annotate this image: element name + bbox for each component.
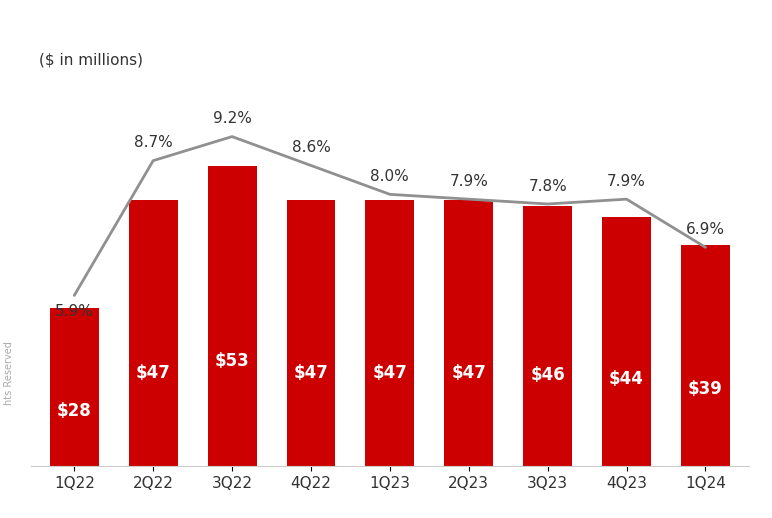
Text: 7.8%: 7.8% — [528, 179, 567, 194]
Bar — [365, 200, 415, 466]
Text: $28: $28 — [57, 401, 92, 420]
Text: $47: $47 — [293, 364, 328, 382]
Bar — [523, 206, 572, 466]
Text: $47: $47 — [452, 364, 486, 382]
Text: $46: $46 — [530, 366, 565, 384]
Text: $53: $53 — [215, 352, 249, 370]
Text: ($ in millions): ($ in millions) — [39, 53, 143, 68]
Bar — [129, 200, 178, 466]
Text: 7.9%: 7.9% — [607, 174, 646, 189]
Text: 8.7%: 8.7% — [134, 136, 173, 150]
Bar — [681, 246, 730, 466]
Text: $47: $47 — [136, 364, 171, 382]
Text: 9.2%: 9.2% — [212, 111, 252, 126]
Text: 6.9%: 6.9% — [686, 222, 725, 237]
Text: 8.6%: 8.6% — [292, 140, 330, 155]
Text: $39: $39 — [688, 380, 723, 398]
Text: $47: $47 — [372, 364, 408, 382]
Text: $44: $44 — [609, 370, 644, 388]
Bar — [602, 217, 651, 466]
Text: hts Reserved: hts Reserved — [5, 341, 14, 405]
Bar — [50, 308, 99, 466]
Bar — [286, 200, 335, 466]
Bar — [208, 166, 256, 466]
Bar — [445, 200, 493, 466]
Text: 8.0%: 8.0% — [371, 169, 409, 184]
Text: 5.9%: 5.9% — [55, 304, 93, 319]
Text: 7.9%: 7.9% — [449, 174, 488, 189]
